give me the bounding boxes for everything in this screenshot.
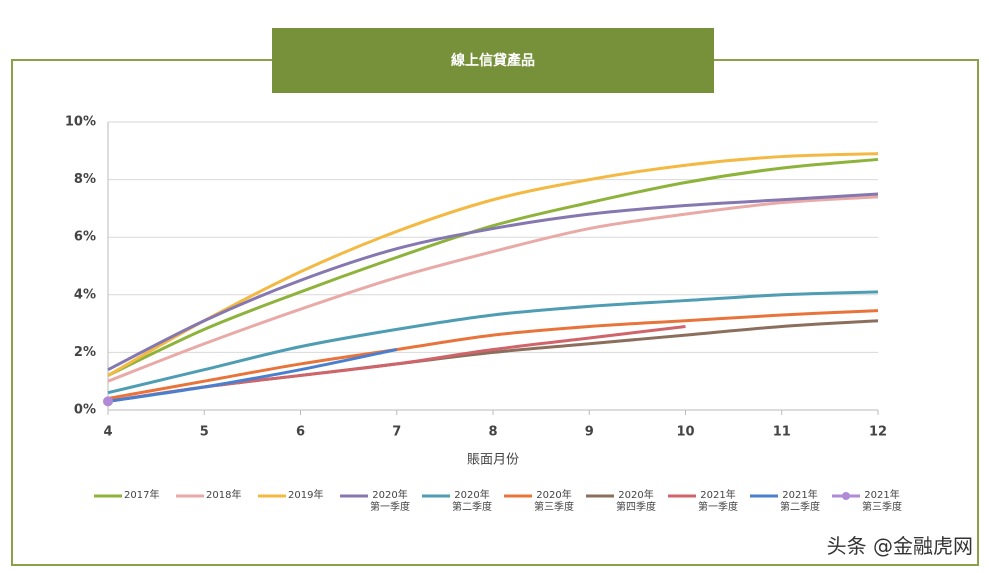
x-tick-label: 6 (296, 425, 305, 440)
y-tick-label: 4% (74, 287, 96, 302)
legend-label: 2020年 第四季度 (616, 490, 656, 513)
legend-label: 2020年 第二季度 (452, 490, 492, 513)
x-tick-label: 8 (488, 425, 497, 440)
series-line (107, 195, 879, 383)
y-tick-label: 0% (74, 403, 96, 418)
x-tick-label: 4 (103, 425, 112, 440)
legend-label: 2017年 (124, 490, 160, 501)
y-tick-label: 8% (74, 172, 96, 187)
legend: 2017年 2018年 2019年 2020年 第一季度 2020年 第二季度 2020年… (92, 490, 912, 514)
legend-swatch (340, 494, 368, 498)
legend-swatch (176, 494, 204, 498)
y-tick-label: 6% (74, 230, 96, 245)
series-line (107, 324, 686, 403)
legend-label: 2019年 (288, 490, 324, 501)
series-line (107, 152, 879, 377)
y-tick-label: 10% (65, 115, 96, 130)
legend-item: 2020年 第三季度 (502, 490, 584, 514)
legend-item: 2021年 第一季度 (666, 490, 748, 514)
series-line (107, 290, 879, 395)
legend-item: 2021年 第三季度 (830, 490, 912, 514)
x-tick-label: 12 (869, 425, 887, 440)
legend-swatch (422, 494, 450, 498)
legend-marker (842, 492, 850, 500)
legend-item: 2017年 (92, 490, 174, 514)
legend-item: 2019年 (256, 490, 338, 514)
legend-label: 2021年 第一季度 (698, 490, 738, 513)
legend-label: 2020年 第三季度 (534, 490, 574, 513)
legend-item: 2020年 第一季度 (338, 490, 420, 514)
x-tick-label: 11 (773, 425, 791, 440)
series-line (107, 348, 398, 403)
x-tick-label: 9 (585, 425, 594, 440)
legend-swatch (504, 494, 532, 498)
watermark: 头条 @金融虎网 (826, 534, 973, 558)
legend-item: 2018年 (174, 490, 256, 514)
legend-item: 2021年 第二季度 (748, 490, 830, 514)
legend-label: 2020年 第一季度 (370, 490, 410, 513)
series-marker (103, 396, 113, 407)
title-box (272, 28, 714, 93)
legend-label: 2021年 第三季度 (862, 490, 902, 513)
legend-swatch (258, 494, 286, 498)
series-line (107, 319, 879, 403)
legend-swatch (832, 492, 860, 500)
x-axis-label: 賬面月份 (467, 453, 519, 468)
series-line (107, 309, 879, 400)
legend-label: 2021年 第二季度 (780, 490, 820, 513)
legend-item: 2020年 第二季度 (420, 490, 502, 514)
legend-swatch (586, 494, 614, 498)
series-line (107, 192, 879, 372)
legend-label: 2018年 (206, 490, 242, 501)
legend-swatch (668, 494, 696, 498)
x-tick-label: 7 (392, 425, 401, 440)
x-tick-label: 5 (200, 425, 209, 440)
series-line (107, 157, 879, 377)
y-tick-label: 2% (74, 345, 96, 360)
legend-item: 2020年 第四季度 (584, 490, 666, 514)
legend-swatch (750, 494, 778, 498)
legend-swatch (94, 494, 122, 498)
x-tick-label: 10 (676, 425, 694, 440)
chart-title: 線上信貸產品 (451, 52, 535, 69)
